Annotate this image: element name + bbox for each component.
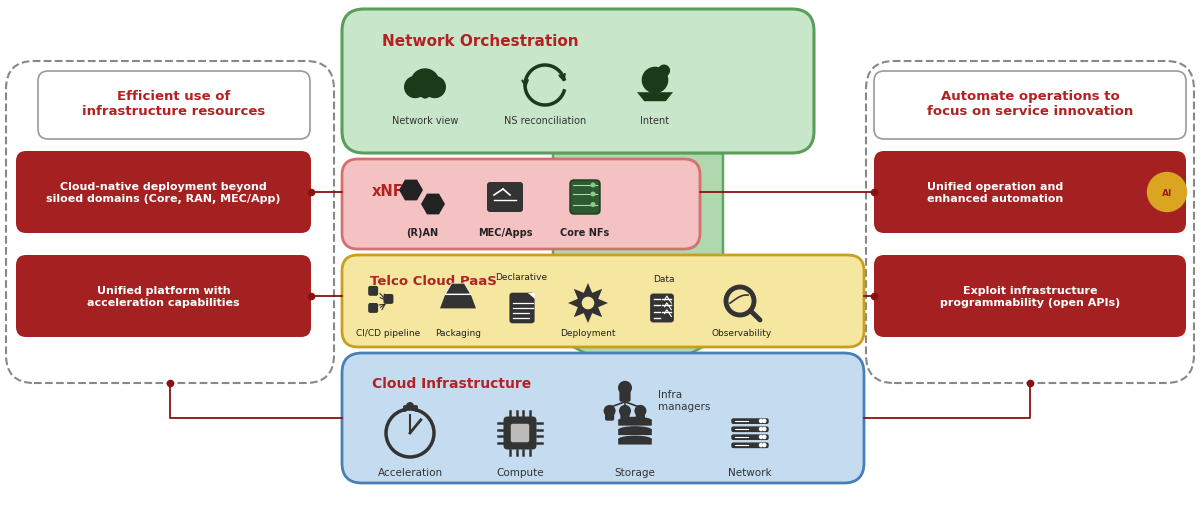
Ellipse shape <box>618 426 652 434</box>
FancyBboxPatch shape <box>342 354 864 483</box>
Text: Efficient use of
infrastructure resources: Efficient use of infrastructure resource… <box>83 90 265 118</box>
Text: Telco Cloud PaaS: Telco Cloud PaaS <box>370 275 497 288</box>
Text: NS reconciliation: NS reconciliation <box>504 116 586 126</box>
Circle shape <box>760 435 762 439</box>
Text: Observability: Observability <box>712 328 772 337</box>
Polygon shape <box>568 283 608 323</box>
Circle shape <box>763 420 766 423</box>
Text: Unified operation and
enhanced automation: Unified operation and enhanced automatio… <box>926 182 1063 204</box>
Circle shape <box>416 75 422 81</box>
Circle shape <box>619 406 630 417</box>
Circle shape <box>582 298 594 309</box>
FancyBboxPatch shape <box>504 417 536 449</box>
Text: xNFs: xNFs <box>372 183 413 198</box>
Text: Cloud Infrastructure: Cloud Infrastructure <box>372 376 532 390</box>
FancyBboxPatch shape <box>619 391 631 402</box>
FancyBboxPatch shape <box>874 152 1186 233</box>
Text: (R)AN: (R)AN <box>406 228 438 237</box>
Circle shape <box>659 66 670 77</box>
FancyBboxPatch shape <box>731 427 769 432</box>
FancyBboxPatch shape <box>38 72 310 140</box>
FancyBboxPatch shape <box>731 434 769 440</box>
FancyBboxPatch shape <box>605 413 614 421</box>
Polygon shape <box>421 194 445 215</box>
Text: Acceleration: Acceleration <box>378 467 443 477</box>
Text: MEC/Apps: MEC/Apps <box>478 228 533 237</box>
Text: Packaging: Packaging <box>436 328 481 337</box>
Ellipse shape <box>618 417 652 424</box>
Text: Compute: Compute <box>496 467 544 477</box>
Circle shape <box>1147 173 1187 212</box>
Text: Network: Network <box>728 467 772 477</box>
Polygon shape <box>526 154 750 380</box>
FancyBboxPatch shape <box>509 293 534 324</box>
Circle shape <box>763 428 766 431</box>
Text: Declarative: Declarative <box>494 273 547 282</box>
Ellipse shape <box>618 436 652 443</box>
FancyBboxPatch shape <box>731 419 769 424</box>
Text: Deployment: Deployment <box>560 328 616 337</box>
FancyBboxPatch shape <box>618 420 652 426</box>
FancyBboxPatch shape <box>368 286 378 296</box>
Text: Intent: Intent <box>641 116 670 126</box>
Text: Cloud-native deployment beyond
siloed domains (Core, RAN, MEC/App): Cloud-native deployment beyond siloed do… <box>47 182 281 204</box>
FancyBboxPatch shape <box>570 181 600 215</box>
Text: Network view: Network view <box>392 116 458 126</box>
Circle shape <box>642 68 667 93</box>
Circle shape <box>605 406 614 417</box>
Circle shape <box>760 444 762 447</box>
FancyBboxPatch shape <box>618 439 652 445</box>
Text: Automate operations to
focus on service innovation: Automate operations to focus on service … <box>926 90 1133 118</box>
Circle shape <box>404 77 426 98</box>
Text: AI: AI <box>1162 188 1172 197</box>
Circle shape <box>592 204 595 207</box>
Text: Infra
managers: Infra managers <box>658 389 710 411</box>
Text: Network Orchestration: Network Orchestration <box>382 33 578 48</box>
FancyBboxPatch shape <box>342 10 814 154</box>
Circle shape <box>763 435 766 439</box>
Circle shape <box>635 406 646 417</box>
Circle shape <box>422 92 428 99</box>
Circle shape <box>760 420 762 423</box>
FancyBboxPatch shape <box>384 294 394 305</box>
Circle shape <box>760 428 762 431</box>
Circle shape <box>619 382 631 394</box>
Circle shape <box>592 184 595 187</box>
Circle shape <box>425 77 445 98</box>
Text: Storage: Storage <box>614 467 655 477</box>
FancyBboxPatch shape <box>618 429 652 435</box>
FancyBboxPatch shape <box>511 424 529 442</box>
FancyBboxPatch shape <box>731 442 769 448</box>
Polygon shape <box>440 294 476 309</box>
Circle shape <box>431 91 437 97</box>
Text: Core NFs: Core NFs <box>560 228 610 237</box>
FancyBboxPatch shape <box>874 256 1186 337</box>
Text: Unified platform with
acceleration capabilities: Unified platform with acceleration capab… <box>88 286 240 307</box>
FancyBboxPatch shape <box>487 183 523 213</box>
Circle shape <box>410 70 439 98</box>
FancyBboxPatch shape <box>650 294 674 323</box>
Polygon shape <box>445 284 470 294</box>
Circle shape <box>428 75 434 81</box>
Text: Exploit infrastructure
programmability (open APIs): Exploit infrastructure programmability (… <box>940 286 1120 307</box>
Circle shape <box>763 444 766 447</box>
FancyBboxPatch shape <box>16 256 311 337</box>
Polygon shape <box>528 293 535 299</box>
FancyBboxPatch shape <box>620 413 630 421</box>
FancyBboxPatch shape <box>874 72 1186 140</box>
Text: Data: Data <box>653 275 674 284</box>
Circle shape <box>407 403 413 410</box>
FancyBboxPatch shape <box>368 304 378 313</box>
FancyBboxPatch shape <box>636 413 646 421</box>
Circle shape <box>412 91 419 97</box>
FancyBboxPatch shape <box>16 152 311 233</box>
FancyBboxPatch shape <box>342 160 700 249</box>
Circle shape <box>592 193 595 196</box>
FancyBboxPatch shape <box>342 256 864 347</box>
Polygon shape <box>398 180 422 201</box>
Polygon shape <box>637 93 673 102</box>
Text: CI/CD pipeline: CI/CD pipeline <box>356 328 420 337</box>
